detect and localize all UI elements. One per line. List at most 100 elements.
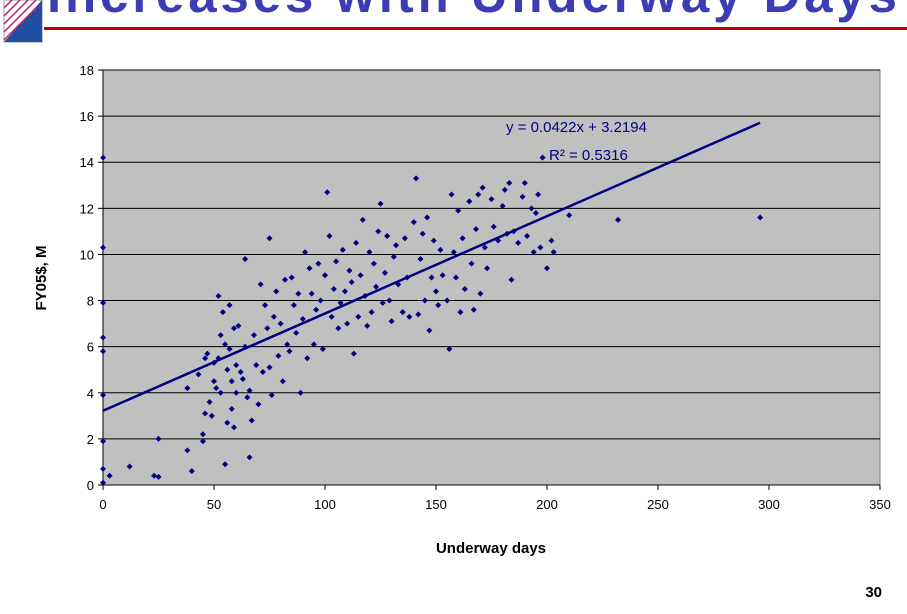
point — [341, 288, 348, 295]
point — [100, 299, 106, 306]
point — [202, 355, 209, 362]
marks — [100, 121, 764, 486]
point — [268, 392, 275, 399]
point — [528, 205, 535, 212]
point — [421, 297, 428, 304]
point — [428, 274, 435, 281]
point — [484, 265, 491, 272]
point — [319, 345, 326, 352]
point — [379, 299, 386, 306]
point — [401, 235, 408, 242]
point — [364, 322, 371, 329]
point — [242, 256, 249, 263]
point — [539, 154, 546, 161]
point — [357, 272, 364, 279]
point — [333, 258, 340, 265]
point — [100, 438, 106, 445]
point — [446, 345, 453, 352]
point — [388, 318, 395, 325]
point — [521, 179, 528, 186]
point — [450, 249, 457, 256]
point — [100, 244, 106, 251]
r-squared: R² = 0.5316 — [549, 147, 628, 164]
x-axis-label: Underway days — [436, 540, 546, 557]
point — [375, 228, 382, 235]
point — [328, 313, 335, 320]
point — [448, 191, 455, 198]
point — [524, 233, 531, 239]
y-tick-label: 18 — [80, 63, 94, 78]
point — [424, 214, 431, 221]
point — [100, 465, 106, 472]
point — [315, 260, 322, 267]
point — [226, 302, 233, 309]
point — [390, 253, 397, 260]
point — [508, 276, 515, 283]
logo — [3, 0, 43, 43]
point — [406, 313, 413, 320]
point — [297, 389, 304, 396]
point — [155, 473, 162, 480]
point — [100, 479, 106, 486]
point — [317, 297, 324, 304]
point — [419, 230, 426, 237]
point — [368, 309, 375, 316]
point — [490, 223, 497, 230]
point — [313, 306, 320, 313]
point — [535, 191, 542, 198]
x-tick-label: 50 — [207, 497, 221, 512]
point — [100, 334, 106, 341]
equation: y = 0.0422x + 3.2194 — [506, 119, 647, 136]
point — [386, 297, 393, 304]
x-tick-label: 250 — [647, 497, 669, 512]
point — [237, 369, 244, 376]
point — [426, 327, 433, 334]
y-tick-label: 0 — [87, 478, 94, 493]
point — [126, 463, 133, 470]
point — [322, 272, 328, 279]
point — [290, 302, 297, 309]
point — [417, 256, 424, 263]
point — [757, 214, 764, 221]
point — [433, 288, 439, 295]
point — [439, 272, 446, 279]
point — [410, 219, 417, 226]
point — [468, 260, 475, 267]
point — [377, 200, 384, 207]
point — [472, 226, 479, 233]
point — [515, 239, 522, 246]
point — [257, 281, 264, 288]
point — [324, 189, 331, 196]
point — [353, 239, 360, 246]
point — [222, 461, 229, 468]
point — [339, 246, 346, 253]
x-tick-label: 350 — [869, 497, 891, 512]
point — [233, 389, 240, 396]
point — [250, 332, 257, 339]
point — [224, 419, 231, 426]
point — [213, 385, 220, 392]
point — [184, 447, 191, 454]
x-tick-label: 100 — [314, 497, 336, 512]
point — [195, 371, 202, 378]
point — [550, 249, 557, 256]
point — [293, 329, 300, 336]
point — [308, 290, 315, 297]
x-tick-label: 200 — [536, 497, 558, 512]
point — [306, 265, 313, 272]
point — [206, 399, 213, 405]
point — [304, 355, 311, 362]
point — [230, 325, 237, 332]
point — [202, 410, 209, 417]
point — [266, 235, 273, 242]
y-tick-label: 4 — [87, 386, 94, 401]
point — [506, 179, 513, 186]
point — [255, 401, 262, 408]
y-tick-label: 8 — [87, 294, 94, 309]
point — [288, 274, 295, 281]
point — [530, 249, 537, 256]
point — [217, 332, 224, 339]
point — [479, 184, 486, 191]
point — [348, 279, 355, 286]
point — [239, 375, 246, 382]
